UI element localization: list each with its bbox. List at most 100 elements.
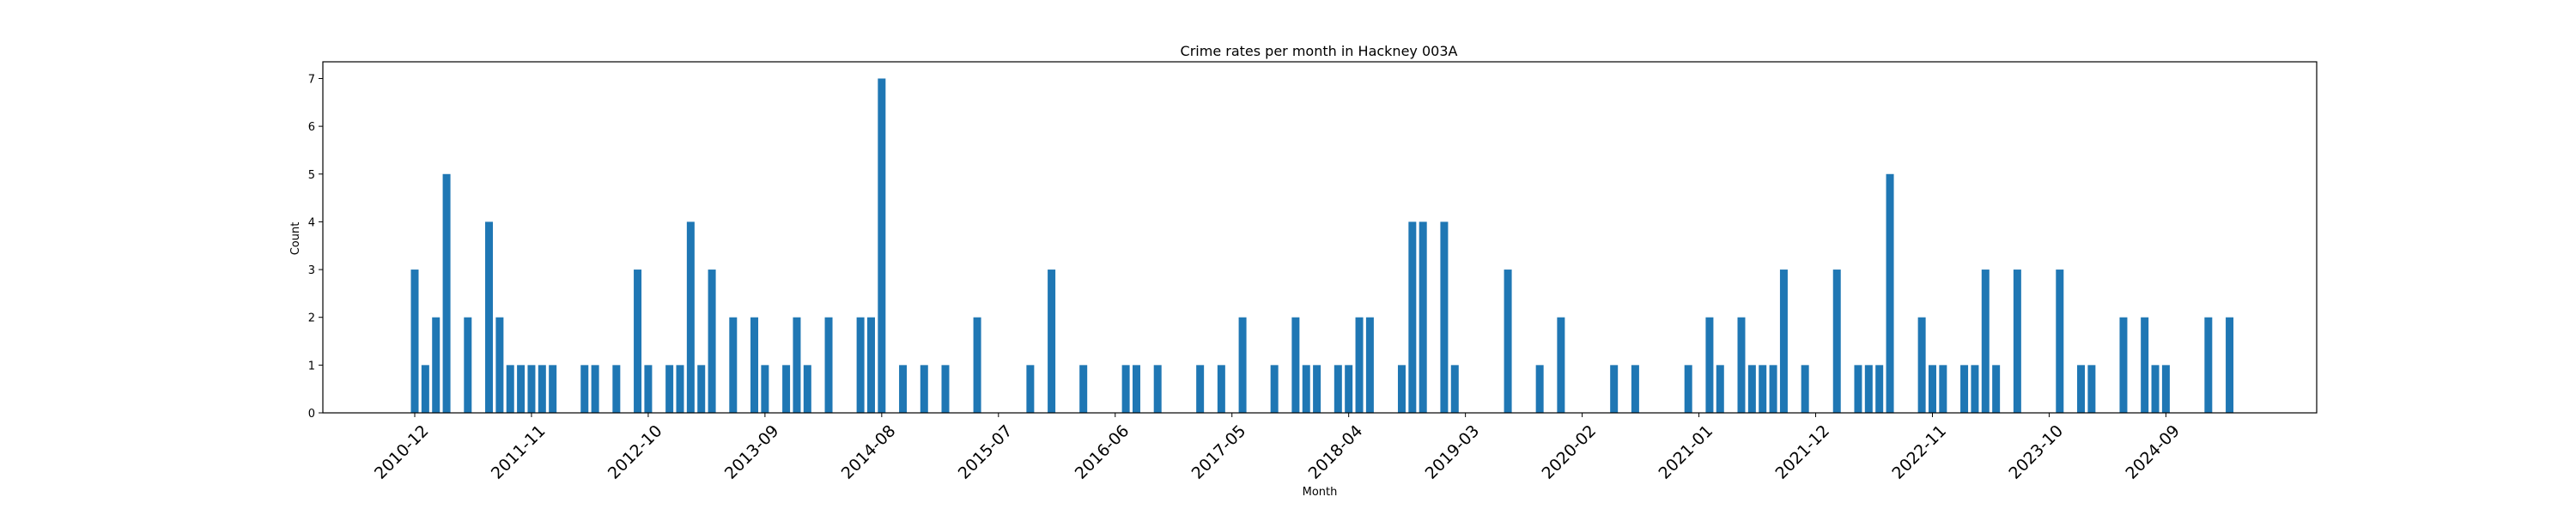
x-tick-label-2016-06: 2016-06 [1072,421,1133,483]
bar-2013-08 [750,317,759,413]
bar-2024-05 [2119,317,2128,413]
chart-title: Crime rates per month in Hackney 003A [1181,43,1458,59]
bar-2021-08 [1769,365,1777,413]
bar-2023-07 [2013,270,2021,413]
y-tick-label-6: 6 [308,121,315,134]
bar-2016-10 [1153,365,1162,413]
x-tick-label-2019-03: 2019-03 [1422,421,1484,483]
bar-2019-07 [1504,270,1512,413]
bar-2021-02 [1705,317,1714,413]
bar-2012-04 [580,365,589,413]
bar-2024-02 [2087,365,2096,413]
bar-2024-01 [2077,365,2086,413]
bar-2022-06 [1875,365,1884,413]
bar-2016-03 [1079,365,1088,413]
bar-2012-09 [634,270,642,413]
bar-2020-12 [1684,365,1692,413]
bar-2012-07 [612,365,621,413]
bar-2019-01 [1440,221,1449,413]
bar-2018-06 [1365,317,1374,413]
bar-2015-12 [1048,270,1056,413]
bar-2017-02 [1196,365,1205,413]
bar-2018-10 [1408,221,1417,413]
plot-frame [322,61,2318,414]
x-tick-label-2021-01: 2021-01 [1655,421,1716,483]
bars [410,78,2234,413]
bar-2017-12 [1302,365,1310,413]
bar-2017-09 [1270,365,1279,413]
y-tick-label-3: 3 [308,264,315,277]
bar-2012-12 [665,365,674,413]
bar-2021-06 [1747,365,1756,413]
bar-2017-06 [1238,317,1247,413]
bar-2013-06 [729,317,738,413]
bar-2011-12 [538,365,546,413]
bar-2013-12 [793,317,801,413]
bar-2015-02 [941,365,950,413]
bar-2011-08 [495,317,504,413]
x-tick-label-2011-11: 2011-11 [488,421,550,483]
bar-2014-12 [920,365,928,413]
x-tick-label-2014-08: 2014-08 [838,421,900,483]
bar-2017-04 [1217,365,1225,413]
bar-2015-05 [973,317,981,413]
bar-2012-01 [549,365,557,413]
bar-2024-08 [2151,365,2160,413]
bar-2014-01 [803,365,811,413]
bar-2023-11 [2056,270,2064,413]
bar-2020-05 [1610,365,1619,413]
bar-2012-05 [591,365,599,413]
bar-2022-05 [1864,365,1873,413]
bar-2011-09 [506,365,514,413]
x-tick-label-2010-12: 2010-12 [371,421,433,483]
bar-2011-02 [432,317,440,413]
bar-2014-07 [866,317,875,413]
x-tick-label-2022-11: 2022-11 [1888,421,1950,483]
bar-2021-11 [1801,365,1809,413]
bar-2022-12 [1939,365,1947,413]
y-axis: 0 1 2 3 4 5 6 7 [308,73,323,421]
y-tick-label-5: 5 [308,169,315,182]
x-tick-label-2023-10: 2023-10 [2005,421,2067,483]
bar-2018-05 [1355,317,1364,413]
x-tick-label-2024-09: 2024-09 [2122,421,2184,483]
x-tick-label-2018-04: 2018-04 [1305,421,1367,483]
x-tick-label-2017-05: 2017-05 [1188,421,1250,483]
bar-2011-01 [421,365,429,413]
y-tick-label-4: 4 [308,216,315,229]
x-axis-label: Month [1303,486,1338,499]
bar-2023-02 [1960,365,1969,413]
bar-2023-04 [1981,270,1990,413]
bar-2018-03 [1334,365,1342,413]
x-tick-label-2012-10: 2012-10 [605,421,666,483]
bar-2018-04 [1345,365,1353,413]
bar-2021-03 [1716,365,1724,413]
y-tick-label-0: 0 [308,408,315,421]
bar-2025-03 [2226,317,2234,413]
bar-2013-02 [686,221,695,413]
bar-2016-08 [1132,365,1140,413]
bar-2015-10 [1026,365,1035,413]
y-axis-label: Count [289,222,302,256]
bar-2020-07 [1631,365,1639,413]
bar-2012-10 [644,365,653,413]
bar-2018-11 [1419,221,1427,413]
bar-2011-03 [442,173,451,413]
bar-2021-09 [1779,270,1788,413]
bar-2017-11 [1291,317,1300,413]
bar-2022-04 [1854,365,1862,413]
bar-2023-05 [1992,365,2001,413]
bar-2022-10 [1917,317,1926,413]
y-tick-label-7: 7 [308,73,315,86]
y-tick-label-2: 2 [308,312,315,325]
bar-2013-09 [761,365,769,413]
x-tick-label-2021-12: 2021-12 [1771,421,1833,483]
x-tick-label-2013-09: 2013-09 [721,421,783,483]
bar-2013-01 [676,365,684,413]
bar-2016-07 [1121,365,1130,413]
bar-2023-03 [1971,365,1979,413]
bar-2019-12 [1557,317,1565,413]
x-tick-label-2020-02: 2020-02 [1539,421,1601,483]
bar-2019-02 [1450,365,1459,413]
x-tick-label-2015-07: 2015-07 [955,421,1017,483]
